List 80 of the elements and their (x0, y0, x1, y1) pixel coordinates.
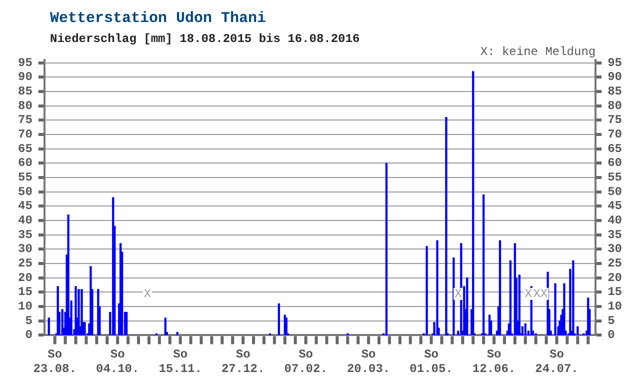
x-tick-label: So 27.12. (221, 347, 265, 376)
y-tick-label: 40 (18, 214, 32, 228)
bar (176, 332, 178, 336)
x-tick-label: So 24.07. (535, 347, 578, 376)
bar (472, 71, 474, 336)
chart-title: Wetterstation Udon Thani (50, 10, 266, 27)
bar (554, 283, 556, 336)
y-tick-label: 55 (18, 170, 32, 185)
y2-tick-label: 10 (608, 300, 622, 314)
bar (278, 303, 280, 336)
y-tick-label: 45 (18, 199, 32, 214)
y-tick-label: 5 (25, 314, 32, 328)
y-tick-label: 10 (18, 300, 32, 314)
bar (572, 260, 574, 336)
bar (48, 318, 50, 336)
annotation: X (524, 287, 532, 302)
bar (285, 318, 288, 336)
y2-tick-label: 65 (608, 142, 622, 156)
chart-subtitle: Niederschlag [mm] 18.08.2015 bis 16.08.2016 (50, 32, 360, 46)
y2-tick-label: 35 (608, 228, 622, 242)
annotation: XX (533, 287, 548, 302)
y-tick-label: 20 (18, 270, 32, 285)
bar (78, 289, 80, 336)
y2-tick-label: 85 (608, 84, 622, 99)
y-tick-label: 25 (18, 256, 32, 271)
y2-tick-label: 50 (608, 184, 622, 199)
bar (482, 194, 485, 336)
annotation: X (454, 287, 462, 302)
y2-tick-label: 40 (608, 214, 622, 228)
x-tick-label: So 01.05. (410, 347, 453, 376)
bar (67, 214, 70, 336)
x-tick-label: So 20.03. (346, 347, 390, 376)
bar (445, 117, 448, 336)
y2-tick-label: 0 (608, 328, 615, 342)
bar (385, 162, 388, 336)
y-tick-label: 50 (18, 184, 32, 199)
y-tick-label: 90 (18, 70, 32, 84)
bar (80, 289, 83, 336)
bar (518, 274, 520, 336)
y2-tick-label: 55 (608, 170, 622, 185)
bar (436, 240, 438, 336)
bar (498, 240, 502, 336)
y-tick-label: 35 (18, 228, 32, 242)
x-tick-label: So 12.06. (472, 347, 516, 376)
y-tick-label: 30 (18, 242, 32, 256)
y-tick-label: 15 (18, 285, 32, 300)
x-tick-label: So 23.08. (33, 347, 76, 376)
y2-tick-label: 15 (608, 285, 622, 300)
annotation: X (144, 287, 152, 302)
bar (509, 260, 512, 336)
y2-tick-label: 95 (608, 56, 622, 70)
y2-tick-label: 20 (608, 270, 622, 285)
y2-tick-label: 90 (608, 70, 622, 84)
y2-tick-label: 75 (608, 113, 622, 128)
y-tick-label: 0 (25, 328, 32, 342)
y-tick-label: 80 (18, 98, 32, 113)
y2-tick-label: 70 (608, 128, 622, 142)
y2-tick-label: 30 (608, 242, 622, 256)
bar (576, 326, 579, 336)
bar (524, 323, 526, 336)
y-tick-label: 65 (18, 142, 32, 156)
y-tick-label: 95 (18, 56, 32, 70)
x-tick-label: So 07.02. (284, 347, 328, 376)
y2-tick-label: 25 (608, 256, 622, 271)
y-tick-label: 70 (18, 128, 32, 142)
bar (563, 283, 566, 336)
y2-tick-label: 60 (608, 156, 622, 170)
y2-tick-label: 45 (608, 199, 622, 214)
bar (426, 246, 428, 336)
text: X: keine Meldung (480, 45, 596, 59)
y2-tick-label: 5 (608, 314, 615, 328)
bar (452, 257, 455, 336)
y-tick-label: 75 (18, 113, 32, 128)
y-tick-label: 85 (18, 84, 32, 99)
x-tick-label: So 04.10. (96, 347, 140, 376)
bar (466, 278, 468, 336)
bar (74, 286, 77, 336)
y-tick-label: 60 (18, 156, 32, 170)
y2-tick-label: 80 (608, 98, 622, 113)
x-tick-label: So 15.11. (158, 347, 202, 376)
